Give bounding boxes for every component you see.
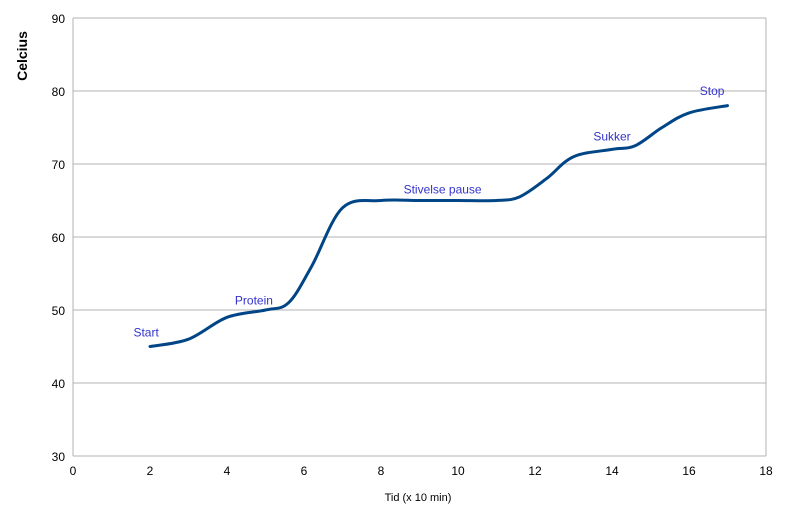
x-tick-label: 8	[378, 464, 385, 478]
series-line	[148, 104, 729, 348]
x-tick-label: 16	[682, 464, 696, 478]
x-tick-label: 14	[605, 464, 619, 478]
y-tick-label: 90	[52, 12, 66, 26]
y-tick-labels: 30 40 50 60 70 80 90	[52, 12, 66, 464]
grid-lines	[73, 17, 767, 457]
annotation-label: Stop	[700, 84, 725, 98]
x-tick-labels: 0 2 4 6 8 10 12 14 16 18	[70, 464, 773, 478]
x-tick-label: 10	[451, 464, 465, 478]
x-tick-label: 18	[759, 464, 773, 478]
y-tick-label: 50	[52, 304, 66, 318]
y-axis-title: Celcius	[14, 31, 30, 81]
x-axis-title: Tid (x 10 min)	[385, 492, 452, 504]
y-tick-label: 60	[52, 231, 66, 245]
annotation-label: Stivelse pause	[404, 183, 482, 197]
y-tick-label: 40	[52, 377, 66, 391]
x-tick-label: 2	[147, 464, 154, 478]
x-tick-label: 0	[70, 464, 77, 478]
annotation-label: Start	[133, 326, 159, 340]
x-tick-label: 12	[528, 464, 542, 478]
annotations: Start Protein Stivelse pause Sukker Stop	[133, 84, 724, 340]
y-tick-label: 30	[52, 450, 66, 464]
x-tick-label: 4	[224, 464, 231, 478]
y-tick-label: 70	[52, 158, 66, 172]
annotation-label: Protein	[235, 294, 273, 308]
annotation-label: Sukker	[593, 129, 630, 143]
y-tick-label: 80	[52, 85, 66, 99]
x-tick-label: 6	[301, 464, 308, 478]
